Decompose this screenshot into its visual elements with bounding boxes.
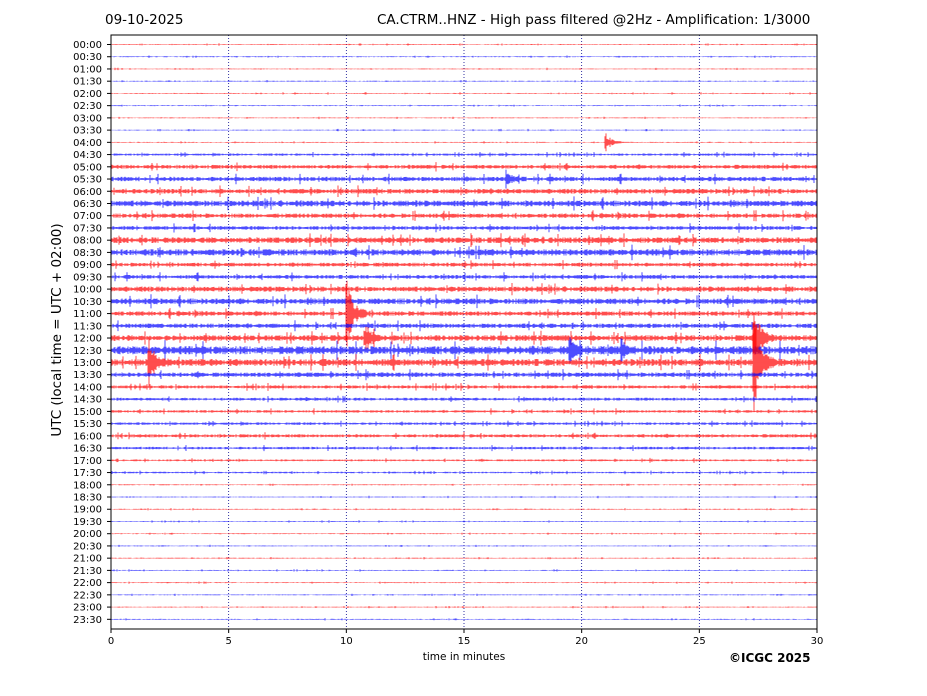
y-tick-label: 05:30 [73,175,102,186]
y-tick-label: 13:30 [73,370,102,381]
trace-line [110,431,818,440]
trace-line [110,133,818,152]
y-tick-label: 08:00 [73,236,102,247]
trace-line [110,593,818,596]
y-tick-label: 14:30 [73,395,102,406]
y-tick-label: 06:30 [73,199,102,210]
y-tick-label: 15:00 [73,407,102,418]
trace-line [110,116,818,120]
y-tick-label: 20:00 [73,529,102,540]
trace-line [110,272,818,282]
y-tick-label: 22:00 [73,578,102,589]
y-tick-label: 11:00 [73,309,102,320]
x-tick-label: 30 [811,636,824,647]
trace-line [110,369,818,381]
y-tick-label: 12:00 [73,334,102,345]
trace-line [110,508,818,511]
y-tick-label: 15:30 [73,419,102,430]
x-tick-label: 20 [575,636,588,647]
trace-line [110,605,818,609]
y-tick-label: 08:30 [73,248,102,259]
y-tick-label: 21:00 [73,554,102,565]
y-tick-label: 13:00 [73,358,102,369]
chart-title: CA.CTRM..HNZ - High pass filtered @2Hz -… [377,12,811,28]
y-tick-label: 14:00 [73,382,102,393]
y-tick-label: 07:30 [73,223,102,234]
y-tick-label: 05:00 [73,162,102,173]
y-tick-label: 10:00 [73,285,102,296]
y-tick-label: 07:00 [73,211,102,222]
y-tick-label: 12:30 [73,346,102,357]
y-tick-label: 00:30 [73,52,102,63]
y-tick-label: 03:30 [73,126,102,137]
trace-line [110,185,818,198]
x-tick-label: 0 [108,636,114,647]
y-tick-label: 01:00 [73,64,102,75]
y-tick-label: 23:00 [73,603,102,614]
x-tick-label: 15 [458,636,471,647]
y-tick-label: 23:30 [73,615,102,626]
y-tick-label: 03:00 [73,113,102,124]
y-tick-label: 19:30 [73,517,102,528]
x-tick-label: 25 [693,636,706,647]
copyright-label: ©ICGC 2025 [729,651,811,665]
trace-line [110,520,818,523]
y-tick-label: 19:00 [73,505,102,516]
x-tick-label: 10 [340,636,353,647]
y-tick-label: 11:30 [73,321,102,332]
y-tick-label: 02:00 [73,89,102,100]
trace-line [110,43,818,46]
y-tick-label: 16:00 [73,431,102,442]
y-tick-label: 04:30 [73,150,102,161]
y-tick-label: 18:00 [73,480,102,491]
trace-line [110,196,818,211]
y-tick-label: 16:30 [73,444,102,455]
seismogram-traces [110,43,818,621]
y-tick-label: 01:30 [73,77,102,88]
y-tick-label: 17:30 [73,468,102,479]
y-tick-label: 21:30 [73,566,102,577]
x-tick-label: 5 [225,636,231,647]
grid-lines [228,35,700,629]
y-tick-label: 10:30 [73,297,102,308]
y-tick-label: 18:30 [73,493,102,504]
y-tick-label: 02:30 [73,101,102,112]
x-axis-label: time in minutes [422,651,506,663]
trace-line [110,260,818,270]
trace-line [110,55,818,58]
y-tick-label: 09:00 [73,260,102,271]
trace-line [110,210,818,222]
y-tick-label: 06:00 [73,187,102,198]
y-tick-label: 20:30 [73,541,102,552]
y-tick-label: 22:30 [73,590,102,601]
trace-line [110,532,818,535]
trace-line [110,128,818,132]
y-tick-label: 09:30 [73,272,102,283]
chart-date: 09-10-2025 [105,12,184,28]
y-tick-label: 00:00 [73,40,102,51]
y-tick-label: 04:00 [73,138,102,149]
y-tick-label: 17:00 [73,456,102,467]
